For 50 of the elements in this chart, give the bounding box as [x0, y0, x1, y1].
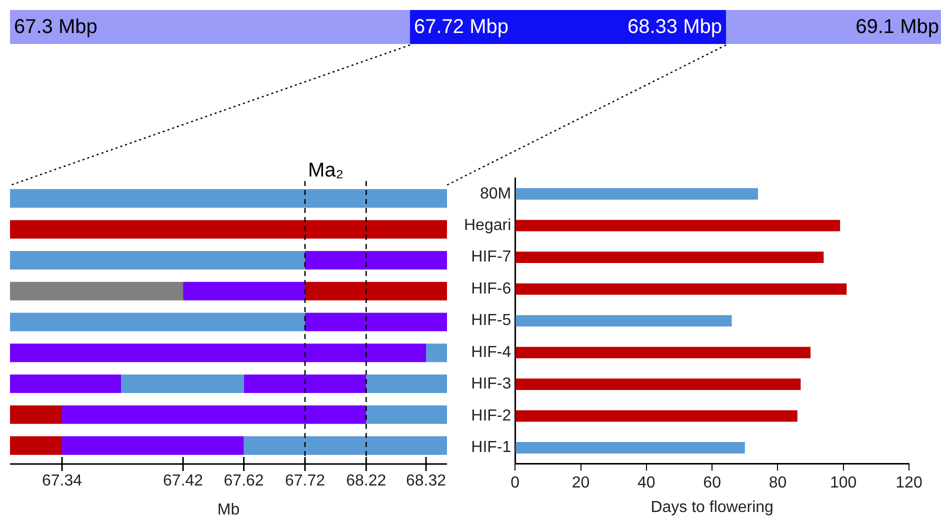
x-tick-label: 120	[896, 474, 922, 492]
x-tick-label: 20	[572, 474, 590, 492]
y-tick-label: HIF-7	[471, 248, 512, 266]
y-tick-label: HIF-6	[471, 280, 512, 298]
bar	[366, 405, 447, 424]
x-axis-title: Mb	[217, 501, 240, 518]
x-tick-label: 40	[638, 474, 656, 492]
bar	[244, 436, 447, 455]
y-tick-label: HIF-4	[471, 344, 512, 361]
bar	[516, 283, 847, 295]
text: 67.3 Mbp	[14, 15, 98, 40]
text: 69.1 Mbp	[856, 15, 939, 40]
bar	[516, 442, 745, 454]
bar	[516, 188, 758, 200]
bar	[366, 374, 447, 394]
y-tick-label: HIF-3	[471, 376, 512, 393]
bar	[10, 282, 184, 300]
bar	[10, 436, 62, 455]
annotation: 67.34	[42, 472, 82, 490]
annotation: 68.32	[406, 472, 446, 490]
annotation: 67.62	[224, 472, 264, 490]
y-tick-label: Hegari	[464, 217, 512, 234]
bar	[516, 410, 798, 422]
bar	[516, 378, 801, 390]
bar	[183, 282, 305, 300]
bar	[516, 252, 824, 264]
annotation: 67.42	[163, 472, 204, 490]
x-axis-title: Days to flowering	[650, 498, 774, 516]
annotation: 67.72	[284, 472, 326, 490]
bar	[62, 436, 244, 455]
bar	[304, 250, 447, 270]
x-tick-label: 60	[703, 474, 722, 492]
ref-line-label: Ma₂	[308, 160, 344, 182]
x-tick-label: 0	[510, 474, 520, 492]
bar	[516, 346, 811, 358]
annotation: 68.22	[346, 472, 386, 490]
bar	[62, 405, 366, 424]
y-tick-label: HIF-2	[471, 407, 512, 424]
bar	[10, 220, 447, 239]
bar	[10, 405, 62, 424]
y-tick-label: 80M	[480, 185, 512, 202]
bar	[516, 315, 732, 327]
text: 67.72 Mbp	[414, 15, 509, 40]
bar	[304, 312, 447, 332]
y-tick-label: HIF-1	[471, 439, 512, 456]
x-tick-label: 80	[768, 474, 787, 492]
y-tick-label: HIF-5	[471, 312, 512, 330]
text: 68.33 Mbp	[627, 15, 722, 40]
x-tick-label: 100	[830, 474, 857, 492]
bar	[516, 220, 840, 232]
